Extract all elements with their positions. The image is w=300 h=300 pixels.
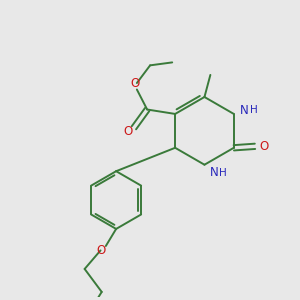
Text: O: O (130, 76, 139, 89)
Text: N: N (240, 104, 249, 117)
Text: N: N (210, 167, 218, 179)
Text: O: O (96, 244, 105, 257)
Text: H: H (219, 168, 227, 178)
Text: O: O (260, 140, 269, 153)
Text: H: H (250, 105, 257, 116)
Text: O: O (123, 125, 133, 138)
